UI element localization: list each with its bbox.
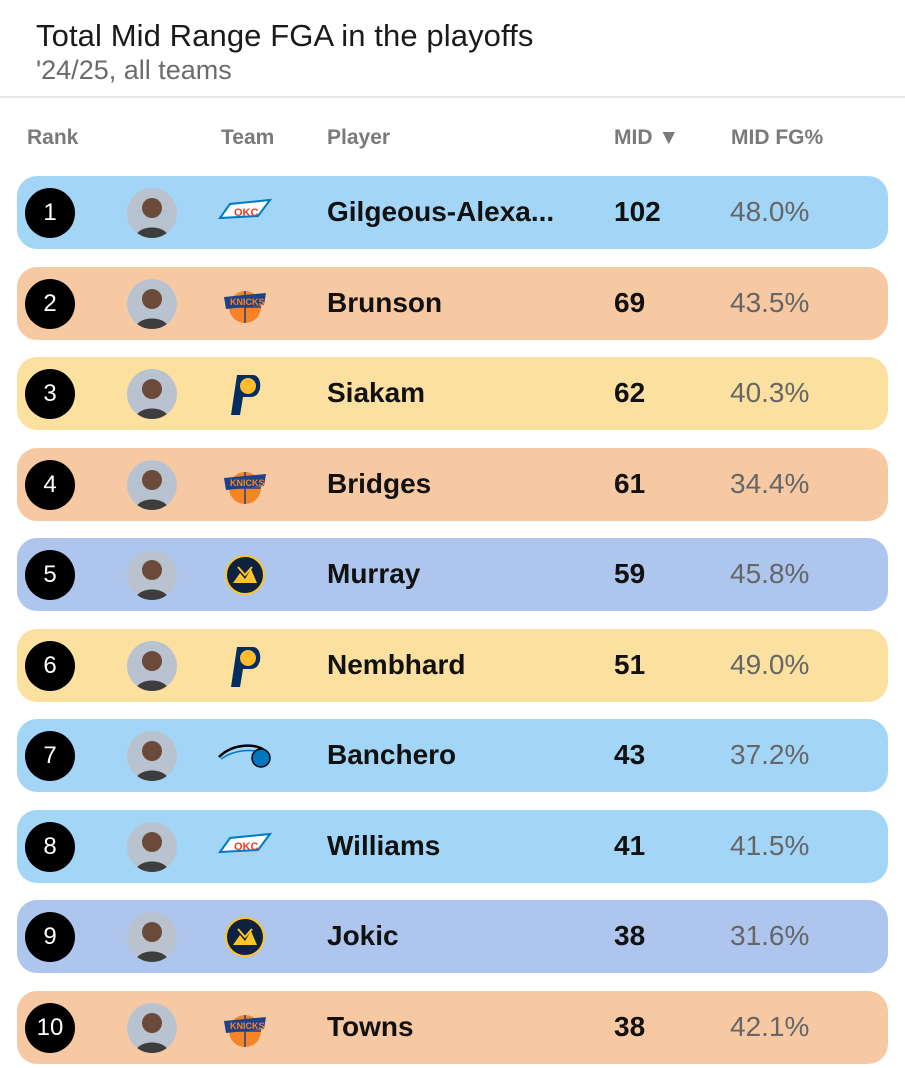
mid-attempts: 62 [614,377,646,408]
pacers-logo-icon [215,641,275,691]
player-name: Towns [327,1010,414,1042]
knicks-logo-icon: KNICKS [215,460,275,510]
knicks-logo-icon: KNICKS [215,1003,275,1053]
table-row[interactable]: 9 Jokic 38 31.6% [17,900,888,973]
rank-badge: 7 [25,731,75,781]
okc-logo-icon: OKC [215,822,275,872]
column-header-team[interactable]: Team [221,126,275,149]
svg-text:OKC: OKC [234,207,259,219]
mid-attempts: 59 [614,558,646,589]
rank-badge: 6 [25,640,75,691]
mid-fg-percent: 45.8% [730,558,810,589]
page-title: Total Mid Range FGA in the playoffs [36,18,534,53]
player-avatar [127,731,177,781]
player-name: Murray [327,558,421,589]
player-name: Banchero [327,739,457,770]
table-row[interactable]: 4 KNICKS Bridges 61 34.4% [17,447,888,521]
player-avatar [127,821,177,872]
mid-fg-percent: 43.5% [730,286,810,318]
table-row[interactable]: 7 Banchero 43 37.2% [17,719,888,792]
mid-attempts: 61 [614,467,646,499]
mid-attempts: 38 [614,920,646,951]
mid-attempts: 69 [614,286,646,318]
rank-badge: 5 [25,550,75,600]
player-avatar [127,912,177,962]
rank-badge: 4 [25,459,75,510]
table-row[interactable]: 6 Nembhard 51 49.0% [17,628,888,702]
column-header-mid[interactable]: MID ▼ [614,126,680,149]
mid-fg-percent: 41.5% [730,829,810,861]
table-row[interactable]: 3 Siakam 62 40.3% [17,357,888,430]
mid-fg-percent: 48.0% [730,196,810,227]
column-headers: Rank Team Player MID ▼ MID FG% [0,98,905,176]
player-name: Nembhard [327,648,466,680]
mid-fg-percent: 31.6% [730,920,810,951]
mid-attempts: 41 [614,829,646,861]
nuggets-logo-icon [215,550,275,600]
mid-attempts: 43 [614,739,646,770]
page-subtitle: '24/25, all teams [36,55,232,85]
mid-fg-percent: 42.1% [730,1010,810,1042]
rank-badge: 10 [25,1002,75,1053]
nuggets-logo-icon [215,912,275,962]
table-row[interactable]: 2 KNICKS Brunson 69 43.5% [17,266,888,340]
player-avatar [127,640,177,691]
mid-attempts: 102 [614,196,661,227]
player-avatar [127,459,177,510]
player-name: Bridges [327,467,432,499]
pacers-logo-icon [215,369,275,419]
player-name: Siakam [327,377,426,408]
player-name: Jokic [327,920,399,951]
okc-logo-icon: OKC [215,188,275,238]
player-avatar [127,188,177,238]
column-header-mid-fg[interactable]: MID FG% [731,126,824,149]
rank-badge: 1 [25,188,75,238]
mid-fg-percent: 40.3% [730,377,810,408]
table-row[interactable]: 1 OKC Gilgeous-Alexa... 102 48.0% [17,176,888,249]
mid-attempts: 38 [614,1010,646,1042]
mid-fg-percent: 34.4% [730,467,810,499]
mid-attempts: 51 [614,648,646,680]
player-name: Williams [327,829,441,861]
player-avatar [127,1002,177,1053]
table-row[interactable]: 5 Murray 59 45.8% [17,538,888,611]
player-name: Gilgeous-Alexa... [327,196,555,227]
player-name: Brunson [327,286,443,318]
player-avatar [127,550,177,600]
knicks-logo-icon: KNICKS [215,279,275,329]
mid-fg-percent: 37.2% [730,739,810,770]
svg-text:KNICKS: KNICKS [230,478,265,488]
player-avatar [127,369,177,419]
magic-logo-icon [215,731,275,781]
rank-badge: 2 [25,278,75,329]
rank-badge: 8 [25,821,75,872]
mid-fg-percent: 49.0% [730,648,810,680]
svg-text:KNICKS: KNICKS [230,1021,265,1031]
column-header-player[interactable]: Player [327,126,391,149]
svg-text:OKC: OKC [234,841,259,853]
rank-badge: 9 [25,912,75,962]
table-row[interactable]: 10 KNICKS Towns 38 42.1% [17,990,888,1064]
column-header-rank[interactable]: Rank [27,126,79,149]
rank-badge: 3 [25,369,75,419]
header: Total Mid Range FGA in the playoffs '24/… [0,0,905,98]
table-row[interactable]: 8 OKC Williams 41 41.5% [17,809,888,883]
svg-text:KNICKS: KNICKS [230,297,265,307]
player-avatar [127,278,177,329]
